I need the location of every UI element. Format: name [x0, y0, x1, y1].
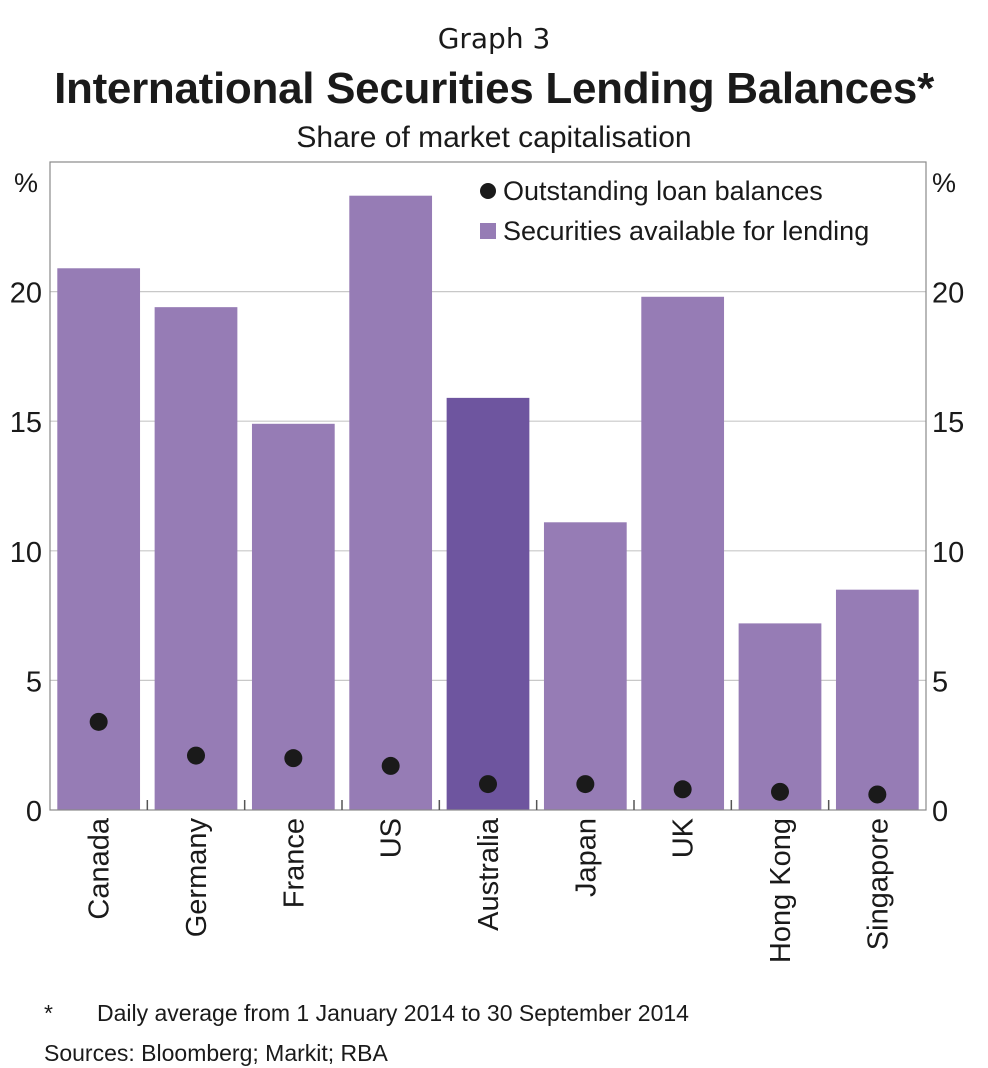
bar-us: [349, 195, 433, 811]
loan-dot-japan: [576, 775, 595, 794]
x-category-label: Singapore: [862, 818, 894, 950]
y-tick-label-left: 5: [26, 666, 42, 698]
bars: [57, 195, 919, 811]
loan-dot-singapore: [868, 785, 887, 804]
footnote-mark: *: [44, 1000, 53, 1026]
loan-dot-us: [381, 756, 400, 775]
loan-dot-france: [284, 749, 303, 768]
loan-dot-australia: [479, 775, 497, 794]
y-unit-label-left: %: [14, 168, 38, 198]
bar-singapore: [835, 589, 919, 810]
y-unit-label-right: %: [932, 168, 956, 198]
loan-dot-germany: [187, 746, 205, 765]
x-category-label: Hong Kong: [765, 818, 797, 963]
loan-dots: [89, 712, 887, 804]
bar-germany: [154, 307, 238, 810]
axis-labels: 0 0 5 5 10 10 15 15 20 20% % Canada Germany France US A…: [10, 168, 965, 963]
bar-hong-kong: [738, 623, 822, 810]
legend-label: Outstanding loan balances: [503, 176, 823, 206]
y-tick-label-right: 0: [932, 796, 948, 828]
x-category-label: UK: [668, 817, 700, 858]
bar-uk: [641, 296, 725, 810]
chart-title: International Securities Lending Balance…: [54, 64, 934, 113]
y-tick-label-left: 10: [10, 537, 42, 569]
y-tick-label-right: 10: [932, 537, 964, 569]
loan-dot-hong-kong: [771, 782, 789, 801]
y-tick-label-left: 0: [26, 796, 42, 828]
legend: Outstanding loan balances Securities avai…: [480, 176, 869, 246]
graph-number: Graph 3: [437, 22, 551, 55]
loan-dot-uk: [673, 780, 692, 799]
plot-frame: [49, 161, 927, 811]
legend-label: Securities available for lending: [503, 216, 869, 246]
x-category-label: Australia: [473, 817, 505, 931]
x-category-label: Germany: [181, 818, 213, 938]
axis-ticks: [146, 800, 830, 810]
sources-note: Sources: Bloomberg; Markit; RBA: [44, 1040, 388, 1066]
x-category-label: Japan: [570, 818, 602, 897]
x-category-label: Canada: [84, 817, 116, 919]
legend-dot-swatch: [480, 183, 496, 199]
chart-subtitle: Share of market capitalisation: [296, 121, 692, 154]
loan-dot-canada: [89, 712, 108, 731]
legend-bar-swatch: [480, 223, 496, 239]
y-tick-label-left: 20: [10, 278, 42, 310]
footnote-text: Daily average from 1 January 2014 to 30 …: [97, 1000, 689, 1026]
bar-australia: [446, 397, 530, 810]
y-tick-label-right: 15: [932, 407, 964, 439]
bar-france: [251, 423, 335, 810]
y-tick-label-left: 15: [10, 407, 42, 439]
x-category-label: France: [278, 818, 310, 908]
bar-japan: [543, 522, 627, 810]
y-tick-label-right: 20: [932, 278, 964, 310]
x-category-label: US: [376, 818, 408, 858]
y-tick-label-right: 5: [932, 666, 948, 698]
